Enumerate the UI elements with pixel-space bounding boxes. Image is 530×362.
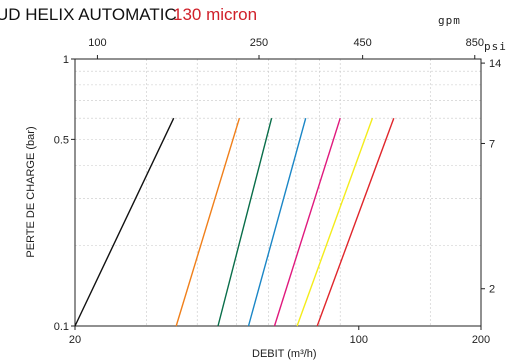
plot-frame — [74, 58, 482, 327]
x-tick-label: 100 — [350, 334, 368, 346]
y-tick-label: 1 — [63, 54, 69, 66]
top-tick-label: 250 — [250, 37, 268, 49]
right-tick-label: 2 — [489, 284, 495, 296]
series-group — [74, 117, 395, 327]
y-tick-label: 0.1 — [54, 321, 69, 333]
chart-title: UD HELIX AUTOMATIC — [0, 5, 177, 24]
series-line — [175, 117, 241, 327]
series-line — [74, 117, 175, 327]
series-line — [316, 117, 395, 327]
axis-ticks: 20 100 200 0.1 0.5 1 100 250 450 850 2 7 14 — [54, 37, 502, 346]
y-axis-label: PERTE DE CHARGE (bar) — [25, 126, 37, 257]
right-tick-label: 14 — [489, 58, 501, 70]
series-line — [217, 118, 273, 327]
right-axis-unit: psi — [484, 40, 507, 53]
series-line — [296, 117, 374, 327]
top-tick-label: 850 — [466, 37, 484, 49]
series-line — [247, 118, 307, 327]
x-axis-label: DEBIT (m³/h) — [252, 348, 317, 360]
grid — [75, 59, 481, 326]
x-tick-label: 20 — [69, 334, 81, 346]
chart-subtitle: 130 micron — [173, 5, 257, 24]
right-tick-label: 7 — [489, 138, 495, 150]
y-tick-label: 0.5 — [54, 134, 69, 146]
top-axis-unit: gpm — [438, 14, 461, 27]
series-line — [273, 117, 341, 327]
top-tick-label: 450 — [353, 37, 371, 49]
top-tick-label: 100 — [88, 37, 106, 49]
x-tick-label: 200 — [472, 334, 490, 346]
